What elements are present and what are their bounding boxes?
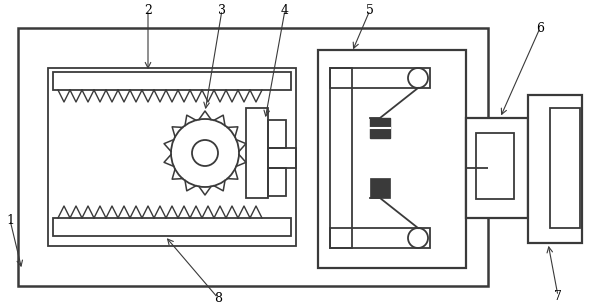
- Text: 6: 6: [536, 22, 544, 34]
- Text: 4: 4: [281, 3, 289, 17]
- Bar: [246, 108, 268, 198]
- Bar: [268, 148, 296, 168]
- Bar: [476, 133, 514, 199]
- Bar: [268, 168, 286, 196]
- Bar: [268, 120, 286, 148]
- Polygon shape: [370, 178, 390, 198]
- Polygon shape: [370, 118, 390, 138]
- Bar: [318, 50, 466, 268]
- Text: 3: 3: [218, 3, 226, 17]
- Bar: [18, 28, 488, 286]
- Bar: [528, 95, 582, 243]
- Bar: [53, 218, 291, 236]
- Bar: [53, 72, 291, 90]
- Bar: [466, 118, 528, 218]
- Text: 7: 7: [554, 290, 562, 302]
- Bar: [550, 108, 580, 228]
- Bar: [330, 68, 352, 248]
- Bar: [48, 68, 296, 246]
- Text: 1: 1: [6, 213, 14, 226]
- Text: 2: 2: [144, 3, 152, 17]
- Polygon shape: [370, 118, 390, 138]
- Bar: [330, 228, 430, 248]
- Text: 8: 8: [214, 291, 222, 305]
- Bar: [330, 68, 430, 88]
- Text: 5: 5: [366, 3, 374, 17]
